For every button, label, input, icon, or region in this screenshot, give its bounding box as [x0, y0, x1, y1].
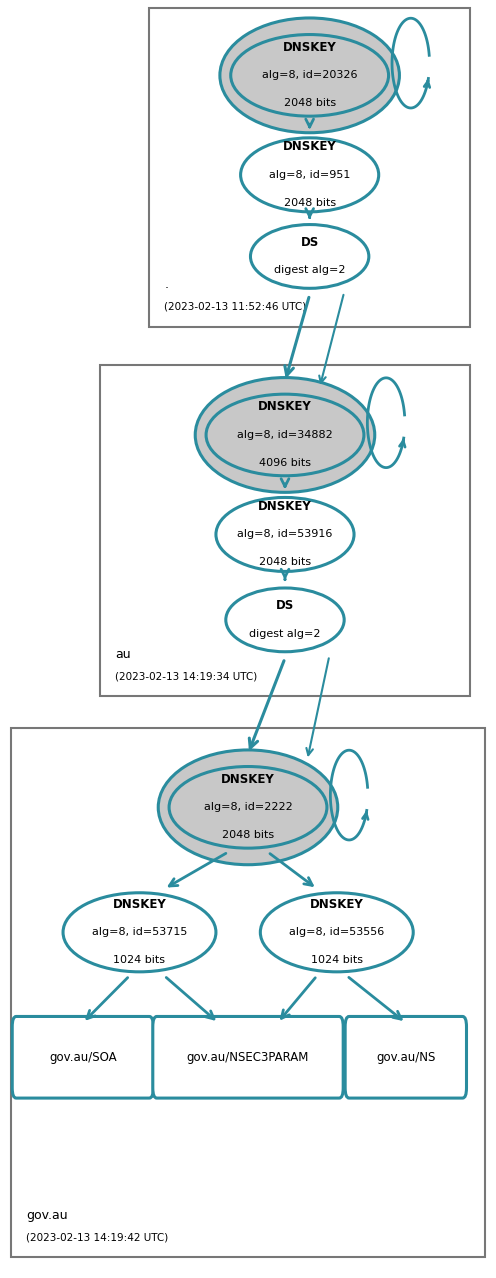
Text: DNSKEY: DNSKEY — [258, 400, 312, 413]
Ellipse shape — [195, 377, 375, 492]
Text: DNSKEY: DNSKEY — [283, 141, 336, 153]
Text: DNSKEY: DNSKEY — [310, 897, 364, 911]
Text: DS: DS — [276, 599, 294, 612]
Text: DNSKEY: DNSKEY — [221, 773, 275, 786]
FancyBboxPatch shape — [153, 1016, 343, 1098]
Text: 4096 bits: 4096 bits — [259, 458, 311, 468]
Text: 2048 bits: 2048 bits — [284, 98, 336, 109]
Text: (2023-02-13 14:19:34 UTC): (2023-02-13 14:19:34 UTC) — [115, 672, 257, 681]
FancyBboxPatch shape — [12, 1016, 153, 1098]
Text: DNSKEY: DNSKEY — [258, 500, 312, 512]
Ellipse shape — [63, 893, 216, 971]
Text: 2048 bits: 2048 bits — [222, 831, 274, 841]
Text: au: au — [115, 648, 130, 661]
Text: .: . — [164, 279, 168, 291]
Text: DNSKEY: DNSKEY — [113, 897, 166, 911]
Ellipse shape — [206, 394, 364, 475]
Ellipse shape — [226, 588, 344, 652]
Ellipse shape — [250, 225, 369, 289]
FancyBboxPatch shape — [149, 8, 470, 327]
FancyBboxPatch shape — [100, 364, 470, 697]
Text: 2048 bits: 2048 bits — [284, 198, 336, 208]
Text: digest alg=2: digest alg=2 — [274, 266, 345, 276]
Text: 2048 bits: 2048 bits — [259, 557, 311, 567]
Text: (2023-02-13 11:52:46 UTC): (2023-02-13 11:52:46 UTC) — [164, 302, 307, 312]
Text: gov.au/NS: gov.au/NS — [376, 1051, 435, 1063]
Ellipse shape — [158, 750, 338, 865]
Text: 1024 bits: 1024 bits — [114, 956, 166, 965]
Ellipse shape — [231, 35, 388, 116]
Text: alg=8, id=20326: alg=8, id=20326 — [262, 70, 358, 81]
Text: alg=8, id=951: alg=8, id=951 — [269, 170, 350, 180]
Text: DS: DS — [301, 236, 319, 249]
Text: alg=8, id=53556: alg=8, id=53556 — [289, 928, 384, 937]
Text: alg=8, id=34882: alg=8, id=34882 — [237, 429, 333, 440]
FancyBboxPatch shape — [345, 1016, 467, 1098]
Text: alg=8, id=2222: alg=8, id=2222 — [204, 803, 292, 813]
Text: digest alg=2: digest alg=2 — [249, 629, 321, 639]
Text: gov.au: gov.au — [26, 1209, 67, 1222]
Ellipse shape — [260, 893, 413, 971]
Text: gov.au/NSEC3PARAM: gov.au/NSEC3PARAM — [187, 1051, 309, 1063]
Text: gov.au/SOA: gov.au/SOA — [49, 1051, 117, 1063]
Ellipse shape — [220, 18, 399, 133]
FancyBboxPatch shape — [11, 728, 485, 1258]
Text: alg=8, id=53916: alg=8, id=53916 — [237, 529, 333, 539]
Ellipse shape — [241, 138, 379, 212]
Text: alg=8, id=53715: alg=8, id=53715 — [92, 928, 187, 937]
Ellipse shape — [216, 497, 354, 571]
Text: (2023-02-13 14:19:42 UTC): (2023-02-13 14:19:42 UTC) — [26, 1233, 168, 1243]
Ellipse shape — [169, 767, 327, 849]
Text: 1024 bits: 1024 bits — [311, 956, 363, 965]
Text: DNSKEY: DNSKEY — [283, 41, 336, 54]
